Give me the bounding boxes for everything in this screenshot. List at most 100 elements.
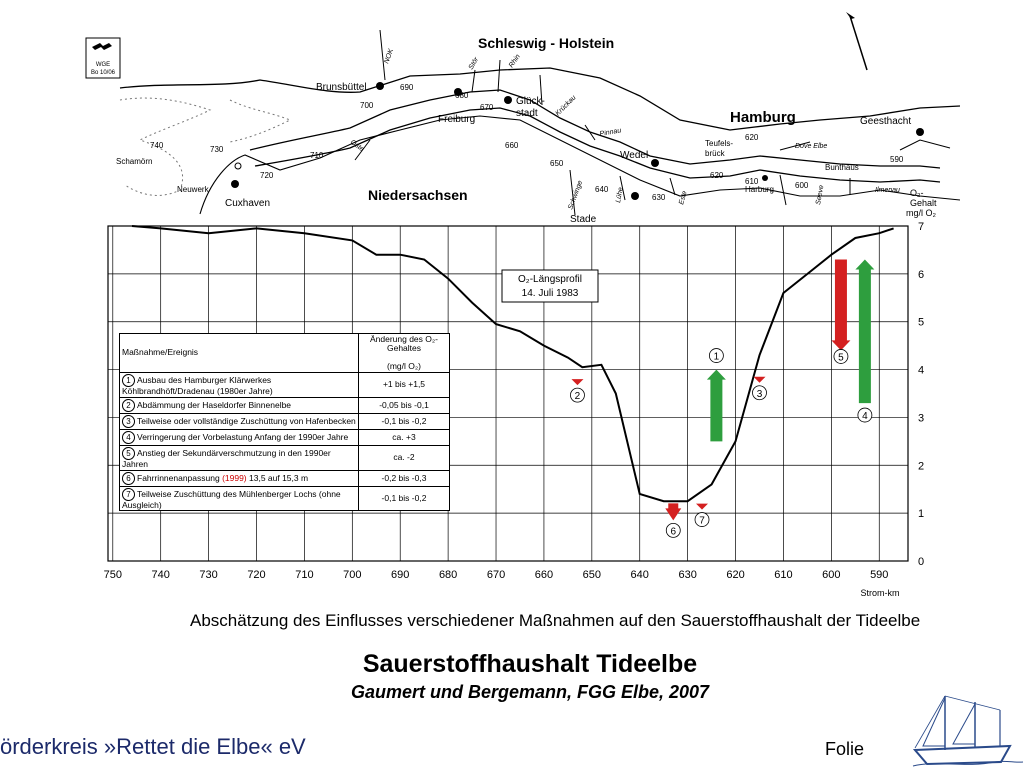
measure-number: 4 — [122, 430, 135, 444]
arrow-number-circle — [752, 385, 767, 401]
svg-text:730: 730 — [210, 145, 224, 154]
elbe-channel-north — [249, 89, 941, 169]
svg-text:710: 710 — [310, 151, 324, 160]
arrow-shape — [665, 508, 682, 521]
x-tick-label: 690 — [391, 569, 409, 581]
x-tick-label: 620 — [726, 569, 744, 581]
svg-text:700: 700 — [360, 101, 374, 110]
north-arrow-icon — [846, 12, 868, 71]
river-ilmenau: Ilmenau — [875, 187, 900, 194]
x-tick-label: 750 — [104, 569, 122, 581]
svg-text:Gehalt: Gehalt — [910, 198, 937, 208]
river-pinnau: Pinnau — [599, 127, 622, 138]
figure-caption: Abschätzung des Einflusses verschiedener… — [190, 611, 921, 630]
place-glueckstadt-1: Glück- — [516, 96, 545, 107]
measure-cell: 5 Anstieg der Sekundärverschmutzung in de… — [119, 444, 359, 471]
measure-text-pre: Fahrrinnenanpassung — [137, 472, 223, 483]
x-tick-label: 610 — [774, 569, 792, 581]
river-luehe: Lühe — [615, 187, 625, 204]
svg-text:600: 600 — [795, 181, 809, 190]
elbe-map: WGE Bo 10/06 — [85, 12, 960, 225]
x-tick-label: 670 — [487, 569, 505, 581]
measure-cell: 1 Ausbau des Hamburger Klärwerkes Köhlbra… — [119, 371, 359, 398]
measure-text: Abdämmung der Haseldorfer Binnenelbe — [137, 399, 292, 410]
svg-text:610: 610 — [745, 177, 759, 186]
arrow-number-circle — [665, 522, 681, 538]
footer-organization: örderkreis »Rettet die Elbe« eV — [0, 734, 306, 759]
table-row: 6 Fahrrinnenanpassung (1999) 13,5 auf 15,… — [119, 469, 450, 487]
state-label-niedersachsen: Niedersachsen — [368, 187, 468, 203]
table-row: 2 Abdämmung der Haseldorfer Binnenelbe -0… — [119, 396, 450, 414]
arrow-number-circle — [857, 407, 873, 423]
river-krueckau: Krückau — [554, 94, 577, 117]
slide-title: Sauerstoffhaushalt Tideelbe — [362, 650, 698, 678]
x-tick-label: 640 — [631, 569, 649, 581]
city-label-hamburg: Hamburg — [730, 109, 796, 126]
place-schamoern: Schamörn — [116, 157, 152, 166]
arrow-number-circle — [570, 387, 585, 403]
x-tick-label: 660 — [535, 569, 553, 581]
arrow-number-circle — [833, 349, 849, 364]
change-cell: -0,05 bis -0,1 — [358, 396, 450, 414]
coastline — [119, 67, 960, 131]
map-stamp-box — [85, 37, 121, 79]
arrow-number-circle — [694, 512, 710, 527]
measure-arrow-3: 3 — [752, 376, 767, 401]
x-tick-label: 720 — [247, 569, 265, 581]
place-geesthacht: Geesthacht — [860, 116, 911, 127]
measure-text: Ausbau des Hamburger Klärwerkes Köhlbran… — [122, 374, 273, 396]
svg-text:670: 670 — [480, 103, 494, 112]
arrow-number: 2 — [575, 391, 581, 402]
measure-arrows: 1 2 3 4 5 6 7 — [570, 259, 875, 538]
svg-text:620: 620 — [745, 133, 759, 142]
table-row: 1 Ausbau des Hamburger Klärwerkes Köhlbra… — [119, 371, 450, 398]
measure-arrow-5: 5 — [831, 259, 851, 364]
arrow-shape — [571, 379, 584, 386]
river-nok: NOK — [383, 48, 395, 65]
arrow-shape — [831, 259, 851, 351]
header-measure: Maßnahme/Ereignis — [119, 333, 359, 373]
header-change-text: Änderung des O₂-Gehaltes — [369, 334, 439, 353]
y-tick-label: 4 — [918, 365, 924, 377]
x-tick-label: 600 — [822, 569, 840, 581]
river-stoer: Stör — [468, 56, 481, 71]
arrow-number-circle — [708, 348, 724, 363]
measure-text: Verringerung der Vorbelastung Anfang der… — [137, 431, 349, 442]
x-tick-label: 680 — [439, 569, 457, 581]
svg-text:660: 660 — [505, 141, 519, 150]
svg-text:630: 630 — [652, 193, 666, 202]
measure-cell: 6 Fahrrinnenanpassung (1999) 13,5 auf 15,… — [119, 469, 359, 487]
measures-table: Maßnahme/Ereignis Änderung des O₂-Gehalt… — [119, 333, 450, 512]
x-tick-label: 590 — [870, 569, 888, 581]
place-wedel: Wedel — [620, 150, 648, 161]
tributaries — [354, 29, 951, 216]
stamp-line-2: Bo 10/06 — [91, 70, 116, 76]
change-cell: ca. -2 — [358, 444, 450, 471]
measure-text: Teilweise Zuschüttung des Mühlenberger L… — [122, 488, 341, 510]
arrow-shape — [753, 376, 766, 383]
measure-arrow-4: 4 — [855, 259, 875, 423]
place-teufelsbrueck-2: brück — [705, 149, 726, 158]
svg-text:740: 740 — [150, 141, 164, 150]
measure-text-post: 13,5 auf 15,3 m — [246, 472, 309, 483]
arrow-shape — [706, 369, 726, 442]
x-tick-label: 730 — [199, 569, 217, 581]
table-row: 4 Verringerung der Vorbelastung Anfang de… — [119, 428, 450, 446]
river-este: Este — [678, 190, 688, 205]
o2-profile-line — [131, 225, 894, 503]
profile-label-line-2: 14. Juli 1983 — [522, 288, 579, 299]
x-tick-labels: 750 740 730 720 710 700 690 680 670 660 650 640 630 6… — [104, 569, 889, 581]
y-tick-label: 0 — [918, 556, 924, 568]
measure-number: 6 — [122, 471, 135, 485]
change-cell: -0,1 bis -0,2 — [358, 485, 450, 512]
arrow-number: 4 — [862, 411, 868, 422]
y-tick-label: 5 — [918, 317, 924, 329]
table-row: 7 Teilweise Zuschüttung des Mühlenberger … — [119, 485, 450, 512]
change-cell: ca. +3 — [358, 428, 450, 446]
svg-text:680: 680 — [455, 91, 469, 100]
river-oste: Oste — [349, 139, 365, 153]
arrow-number: 5 — [838, 352, 844, 363]
measure-arrow-1: 1 — [706, 348, 726, 442]
arrow-number: 7 — [699, 516, 705, 527]
x-tick-label: 650 — [583, 569, 601, 581]
